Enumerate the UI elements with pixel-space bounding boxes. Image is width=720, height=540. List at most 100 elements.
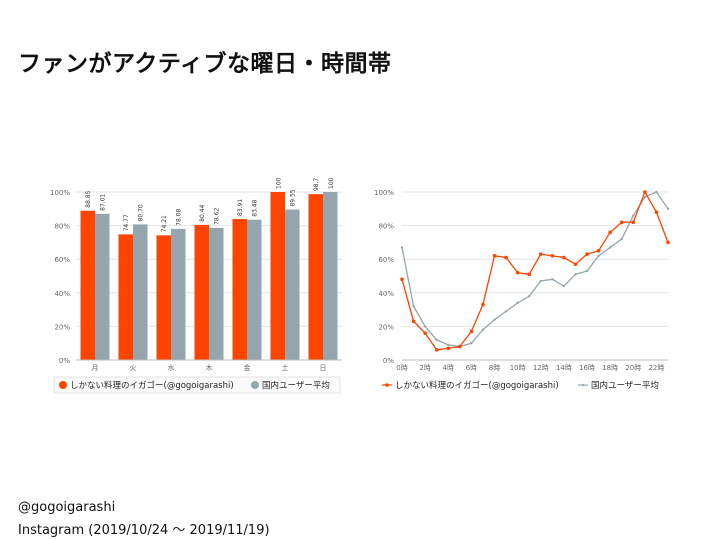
x-tick-label: 月 <box>92 364 99 372</box>
x-tick-label: 6時 <box>466 364 477 372</box>
point-account <box>550 254 555 258</box>
bar-average <box>95 213 110 360</box>
x-tick-label: 8時 <box>489 364 500 372</box>
bar-account <box>80 210 95 360</box>
point-average <box>493 318 496 321</box>
bar-data-label: 74.21 <box>161 215 168 232</box>
point-account <box>481 302 485 307</box>
bar-average <box>171 228 186 360</box>
bar-account <box>270 192 285 360</box>
point-average <box>400 246 404 249</box>
x-tick-label: 22時 <box>648 364 664 372</box>
y-tick-label: 100% <box>50 189 70 197</box>
hourly-line-chart-svg: 0% 20% 40% 60% 80% 100% 0時 2時 4時 6時 8時 10時 12時 14時 16時… <box>374 189 670 391</box>
point-account <box>400 277 404 282</box>
y-tick-label: 40% <box>378 290 394 298</box>
bar-data-label: 74.77 <box>123 214 130 231</box>
point-account <box>619 220 624 225</box>
point-account <box>631 220 636 225</box>
legend-label-account: しかない料理のイガゴー(@gogoigarashi) <box>395 380 559 391</box>
point-account <box>492 254 497 258</box>
x-tick-label: 火 <box>130 364 137 372</box>
point-account <box>562 255 566 260</box>
bar-data-label: 83.48 <box>252 199 259 216</box>
point-average <box>608 246 612 249</box>
point-account <box>527 272 532 277</box>
legend-box <box>53 376 341 394</box>
weekday-bar-chart-svg: 0% 20% 40% 60% 80% 100% 88.85 87.01 月 74.77 80.70 火… <box>50 174 342 394</box>
bar-average <box>285 209 300 360</box>
point-average <box>585 269 589 273</box>
bar-data-label: 78.08 <box>176 208 183 225</box>
bar-data-label: 80.44 <box>199 205 206 222</box>
x-tick-label: 金 <box>244 363 251 372</box>
point-average <box>643 195 647 199</box>
y-tick-label: 0% <box>59 357 70 365</box>
point-average <box>551 278 554 281</box>
hourly-line-chart: 0% 20% 40% 60% 80% 100% 0時 2時 4時 6時 8時 10時 12時 14時 16時… <box>362 178 676 396</box>
bar-data-label: 89.55 <box>290 189 297 206</box>
point-account <box>643 190 647 194</box>
bar-data-label: 78.62 <box>214 208 221 225</box>
point-account <box>515 270 520 275</box>
point-account <box>458 344 462 349</box>
bar-data-label: 100 <box>328 178 335 189</box>
bar-account <box>308 194 323 360</box>
bar-data-label: 87.01 <box>100 193 107 210</box>
x-tick-label: 0時 <box>396 364 407 372</box>
point-account <box>666 240 670 245</box>
bar-data-label: 83.91 <box>237 199 244 216</box>
point-average <box>447 343 450 347</box>
legend-marker-account <box>59 381 67 389</box>
point-average <box>666 207 670 210</box>
y-tick-label: 20% <box>54 323 70 331</box>
bar-account <box>232 219 247 360</box>
point-average <box>632 214 635 217</box>
bar-account <box>194 224 209 360</box>
bar-average <box>247 219 262 360</box>
bar-data-label: 98.72 <box>313 178 320 191</box>
bar-account <box>118 234 133 360</box>
point-account <box>573 262 578 267</box>
weekday-bar-chart: 0% 20% 40% 60% 80% 100% 88.85 87.01 月 74.77 80.70 火… <box>40 174 348 396</box>
point-average <box>562 284 566 288</box>
point-account <box>608 230 612 235</box>
x-tick-label: 4時 <box>443 364 454 372</box>
x-tick-label: 2時 <box>419 364 430 372</box>
legend-label-average: 国内ユーザー平均 <box>262 380 330 391</box>
point-average <box>574 273 577 276</box>
point-average <box>597 254 600 258</box>
point-account <box>596 249 601 253</box>
x-tick-label: 10時 <box>510 364 526 372</box>
legend-label-account: しかない料理のイガゴー(@gogoigarashi) <box>70 380 234 391</box>
point-average <box>423 325 427 328</box>
point-average <box>516 301 519 305</box>
x-tick-label: 水 <box>168 363 175 372</box>
bar-account <box>156 235 171 360</box>
point-account <box>585 252 589 256</box>
footer-handle: @gogoigarashi <box>18 500 116 515</box>
point-average <box>481 328 485 331</box>
y-tick-label: 60% <box>54 256 70 264</box>
point-account <box>504 255 508 260</box>
point-average <box>435 338 438 342</box>
line-account <box>401 190 669 351</box>
legend-label-average: 国内ユーザー平均 <box>591 380 659 391</box>
line-average <box>401 191 669 348</box>
point-average <box>528 294 531 298</box>
bar-data-label: 100 <box>275 178 282 189</box>
x-tick-label: 日 <box>320 364 327 372</box>
x-tick-label: 12時 <box>533 364 549 372</box>
legend-marker-account <box>385 383 389 387</box>
bar-average <box>133 224 148 360</box>
y-tick-label: 20% <box>378 323 394 331</box>
y-tick-label: 40% <box>54 290 70 298</box>
x-tick-label: 20時 <box>625 364 641 372</box>
point-average <box>504 310 508 313</box>
point-account <box>411 319 416 324</box>
footer-period: Instagram (2019/10/24 〜 2019/11/19) <box>18 523 270 538</box>
point-account <box>538 252 543 256</box>
y-tick-label: 60% <box>378 256 394 264</box>
x-tick-label: 土 <box>282 363 289 372</box>
point-average <box>412 305 415 308</box>
